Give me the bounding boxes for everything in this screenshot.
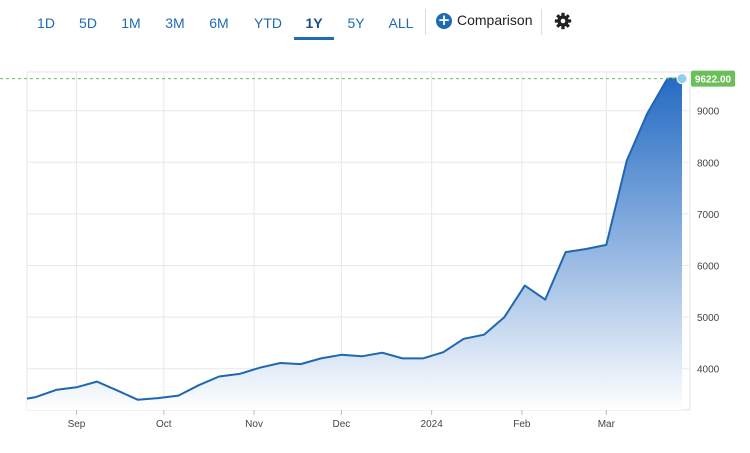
- y-tick-label: 7000: [697, 210, 720, 221]
- x-tick-label: Feb: [513, 419, 531, 430]
- last-price-dot: [676, 73, 688, 85]
- x-tick-label: Sep: [68, 419, 86, 430]
- x-tick-label: 2024: [421, 419, 444, 430]
- y-tick-label: 4000: [697, 365, 720, 376]
- y-tick-label: 6000: [697, 262, 720, 273]
- range-button-ytd[interactable]: YTD: [254, 15, 282, 31]
- area-series: [26, 77, 683, 410]
- active-range-underline: [294, 37, 334, 40]
- toolbar-divider: [541, 9, 542, 35]
- last-price-marker: 9622.00: [0, 70, 735, 87]
- area-fill: [27, 78, 682, 410]
- settings-button[interactable]: [553, 11, 573, 31]
- range-button-3m[interactable]: 3M: [165, 15, 185, 31]
- y-tick-label: 5000: [697, 313, 720, 324]
- y-tick-label: 9000: [697, 107, 720, 118]
- x-tick-label: Nov: [245, 419, 263, 430]
- price-line: [26, 77, 682, 401]
- range-button-5d[interactable]: 5D: [79, 15, 97, 31]
- toolbar-divider: [425, 9, 426, 35]
- toolbar: 1D 5D 1M 3M 6M YTD 1Y 5Y ALL + Comparison: [0, 0, 750, 44]
- x-tick-label: Mar: [598, 419, 616, 430]
- last-price-label: 9622.00: [695, 75, 732, 86]
- range-button-1y[interactable]: 1Y: [305, 15, 323, 31]
- y-tick-label: 8000: [697, 158, 720, 169]
- range-button-1m[interactable]: 1M: [121, 15, 141, 31]
- comparison-label: Comparison: [457, 12, 533, 28]
- x-tick-label: Dec: [333, 419, 351, 430]
- plus-circle-icon: +: [436, 11, 452, 29]
- price-tag: [691, 70, 735, 87]
- range-button-all[interactable]: ALL: [388, 15, 414, 31]
- range-button-6m[interactable]: 6M: [209, 15, 229, 31]
- axes: 4000 5000 6000 7000 8000 9000 Sep Oct Nov Dec 2024…: [68, 107, 720, 430]
- range-button-5y[interactable]: 5Y: [347, 15, 365, 31]
- range-button-1d[interactable]: 1D: [37, 15, 55, 31]
- gear-icon: [554, 12, 572, 30]
- x-tick-label: Oct: [156, 419, 172, 430]
